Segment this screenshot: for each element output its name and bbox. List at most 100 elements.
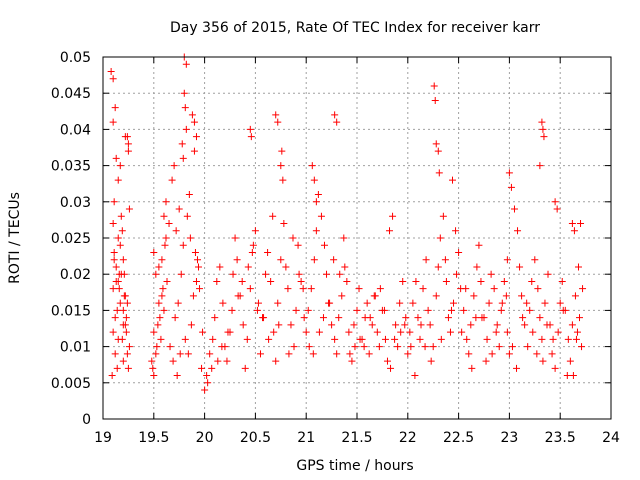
data-point <box>541 299 549 307</box>
data-point <box>185 191 193 199</box>
data-point <box>543 321 551 329</box>
data-point <box>435 169 443 177</box>
data-point <box>249 241 257 249</box>
data-point <box>478 314 486 322</box>
data-point <box>503 256 511 264</box>
data-point <box>432 292 440 300</box>
data-point <box>333 118 341 126</box>
data-point <box>335 314 343 322</box>
data-point <box>375 343 383 351</box>
data-point <box>528 277 536 285</box>
data-point <box>180 89 188 97</box>
data-point <box>270 328 278 336</box>
data-point <box>336 270 344 278</box>
data-point <box>444 314 452 322</box>
data-point <box>417 321 425 329</box>
y-axis-title: ROTI / TECUs <box>7 192 23 284</box>
data-point <box>277 162 285 170</box>
data-point <box>346 350 354 358</box>
data-point <box>468 364 476 372</box>
data-point <box>497 306 505 314</box>
data-point <box>119 306 127 314</box>
data-point <box>178 140 186 148</box>
data-point <box>356 335 364 343</box>
data-point <box>182 125 190 133</box>
data-point <box>123 350 131 358</box>
data-point <box>472 314 480 322</box>
data-point <box>231 234 239 242</box>
data-point <box>109 75 117 83</box>
data-point <box>246 285 254 293</box>
data-point <box>309 350 317 358</box>
data-point <box>171 314 179 322</box>
data-point <box>159 285 167 293</box>
y-tick-label: 0.05 <box>60 50 91 66</box>
data-point <box>198 364 206 372</box>
data-point <box>265 335 273 343</box>
data-point <box>274 299 282 307</box>
data-point <box>190 118 198 126</box>
data-point <box>116 162 124 170</box>
data-point <box>203 372 211 380</box>
data-point <box>269 212 277 220</box>
data-point <box>122 328 130 336</box>
data-point <box>470 292 478 300</box>
data-point <box>182 60 190 68</box>
data-point <box>113 364 121 372</box>
data-point <box>241 364 249 372</box>
data-point <box>326 299 334 307</box>
data-point <box>328 321 336 329</box>
data-point <box>305 343 313 351</box>
data-point <box>120 270 128 278</box>
data-point <box>455 248 463 256</box>
data-point <box>370 292 378 300</box>
data-point <box>294 241 302 249</box>
data-point <box>123 299 131 307</box>
data-point <box>113 306 121 314</box>
data-point <box>295 270 303 278</box>
data-point <box>264 248 272 256</box>
data-point <box>540 133 548 141</box>
data-point <box>201 386 209 394</box>
data-point <box>502 292 510 300</box>
data-point <box>447 306 455 314</box>
data-point <box>460 306 468 314</box>
data-point <box>404 350 412 358</box>
data-point <box>576 314 584 322</box>
data-point <box>211 314 219 322</box>
data-point <box>331 335 339 343</box>
data-point <box>536 162 544 170</box>
data-point <box>508 343 516 351</box>
y-tick-label: 0.035 <box>51 159 91 175</box>
data-point <box>204 379 212 387</box>
data-point <box>192 277 200 285</box>
x-tick-label: 23 <box>500 430 518 446</box>
data-point <box>463 335 471 343</box>
data-point <box>381 335 389 343</box>
data-point <box>521 321 529 329</box>
data-point <box>218 343 226 351</box>
data-point <box>572 335 580 343</box>
data-point <box>168 176 176 184</box>
x-tick-label: 22.5 <box>443 430 474 446</box>
data-point <box>109 285 117 293</box>
data-point <box>387 364 395 372</box>
data-point <box>165 220 173 228</box>
data-point <box>396 299 404 307</box>
data-point <box>333 350 341 358</box>
data-point <box>353 306 361 314</box>
data-point <box>234 292 242 300</box>
y-tick-label: 0.04 <box>60 122 91 138</box>
data-point <box>568 321 576 329</box>
data-point <box>548 350 556 358</box>
data-point <box>297 277 305 285</box>
data-point <box>116 299 124 307</box>
data-point <box>247 133 255 141</box>
data-point <box>442 277 450 285</box>
data-point <box>155 263 163 271</box>
data-point <box>505 169 513 177</box>
data-point <box>312 198 320 206</box>
data-point <box>174 299 182 307</box>
data-point <box>579 285 587 293</box>
data-point <box>343 277 351 285</box>
